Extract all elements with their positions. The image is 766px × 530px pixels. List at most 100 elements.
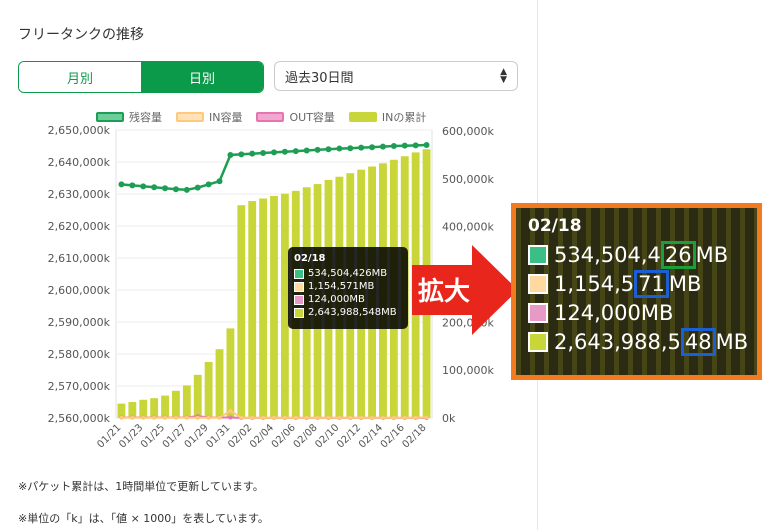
x-tick-label: 01/29	[183, 422, 211, 450]
left-tick-label: 2,600,000k	[48, 284, 111, 297]
bar-cumulative	[182, 385, 191, 418]
zoom-swatch	[528, 331, 548, 352]
series-point	[369, 144, 376, 151]
series-point	[413, 415, 418, 420]
bar-cumulative	[193, 374, 202, 418]
tooltip-swatch	[294, 281, 304, 292]
left-tick-label: 2,580,000k	[48, 348, 111, 361]
series-point	[217, 415, 222, 420]
series-point	[314, 146, 321, 153]
series-point	[151, 184, 158, 191]
note-packet-cumulative: ※パケット累計は、1時間単位で更新しています。	[18, 480, 264, 493]
tooltip-value: 534,504,426MB	[308, 268, 388, 279]
series-point	[250, 415, 255, 420]
legend-label: IN容量	[209, 111, 243, 124]
period-select[interactable]: 過去30日間 ▲ ▼	[274, 61, 518, 91]
right-tick-label: 0k	[442, 412, 456, 425]
series-point	[293, 415, 298, 420]
bar-cumulative	[226, 328, 235, 418]
x-tick-label: 01/31	[204, 422, 232, 450]
series-point	[206, 415, 211, 420]
series-point	[380, 415, 385, 420]
right-tick-label: 500,000k	[442, 173, 494, 186]
bar-cumulative	[204, 362, 213, 418]
series-point	[118, 181, 125, 188]
right-tick-label: 600,000k	[442, 125, 494, 138]
tooltip-value: 2,643,988,548MB	[308, 307, 397, 318]
tooltip-row: 534,504,426MB	[294, 267, 402, 280]
series-point	[358, 144, 365, 151]
chart-legend: 残容量 IN容量 OUT容量 INの累計	[96, 109, 426, 125]
series-point	[194, 184, 201, 191]
left-tick-label: 2,630,000k	[48, 188, 111, 201]
zoom-value-pre: 2,643,988,5	[554, 329, 681, 354]
legend-item-out[interactable]: OUT容量	[256, 109, 335, 125]
series-point	[281, 148, 288, 155]
right-tick-label: 100,000k	[442, 364, 494, 377]
legend-item-cumulative[interactable]: INの累計	[348, 109, 426, 125]
left-tick-label: 2,620,000k	[48, 220, 111, 233]
x-tick-label: 01/23	[117, 422, 145, 450]
x-tick-label: 02/16	[379, 422, 407, 450]
series-point	[326, 415, 331, 420]
zoom-callout: 02/18 534,504,4 26 MB 1,154,5 71 MB 124,000M…	[511, 203, 762, 380]
left-tick-label: 2,590,000k	[48, 316, 111, 329]
series-point	[391, 415, 396, 420]
x-tick-label: 02/14	[357, 422, 385, 450]
zoom-row: 2,643,988,5 48 MB	[528, 327, 748, 356]
series-point	[348, 415, 353, 420]
legend-swatch-out	[256, 112, 285, 122]
arrow-right-icon	[412, 245, 518, 335]
x-tick-label: 01/21	[95, 422, 123, 450]
series-point	[260, 150, 267, 157]
chart-tooltip: 02/18 534,504,426MB 1,154,571MB 124,000M…	[288, 247, 408, 329]
series-point	[172, 186, 179, 193]
bar-cumulative	[215, 349, 224, 418]
series-point	[141, 415, 146, 420]
series-point	[261, 415, 266, 420]
bar-cumulative	[280, 193, 289, 418]
series-point	[228, 408, 233, 413]
left-tick-label: 2,650,000k	[48, 124, 111, 137]
series-point	[119, 415, 124, 420]
bar-cumulative	[237, 205, 246, 418]
series-point	[370, 415, 375, 420]
zoom-row: 124,000MB	[528, 298, 748, 327]
section-title: フリータンクの推移	[18, 27, 144, 43]
series-point	[347, 145, 354, 152]
zoom-swatch	[528, 273, 548, 294]
series-point	[271, 149, 277, 156]
series-point	[390, 143, 397, 149]
x-tick-label: 01/27	[161, 422, 189, 450]
series-point	[303, 147, 310, 154]
series-point	[140, 183, 147, 190]
series-point	[401, 142, 408, 149]
tooltip-row: 124,000MB	[294, 293, 402, 306]
series-point	[195, 415, 200, 420]
series-point	[184, 415, 189, 420]
zoom-highlight: 71	[634, 269, 669, 298]
left-tick-label: 2,610,000k	[48, 252, 111, 265]
tooltip-row: 1,154,571MB	[294, 280, 402, 293]
series-point	[337, 415, 342, 420]
right-tick-label: 400,000k	[442, 221, 494, 234]
tooltip-value: 124,000MB	[308, 294, 365, 305]
zoom-arrow-label: 拡大	[418, 277, 471, 307]
tab-monthly[interactable]: 月別	[19, 62, 141, 92]
series-point	[162, 185, 169, 192]
period-toggle: 月別 日別	[18, 61, 264, 93]
legend-swatch-remaining	[96, 112, 124, 122]
series-point	[228, 415, 233, 420]
series-point	[315, 415, 320, 420]
left-tick-label: 2,570,000k	[48, 380, 111, 393]
legend-swatch-cumulative	[348, 112, 377, 122]
series-point	[152, 415, 157, 420]
legend-item-remaining[interactable]: 残容量	[96, 109, 162, 125]
tooltip-value: 1,154,571MB	[308, 281, 375, 292]
series-point	[238, 151, 245, 158]
zoom-swatch	[528, 244, 548, 265]
legend-item-in[interactable]: IN容量	[176, 109, 242, 125]
series-point	[292, 148, 299, 155]
x-tick-label: 02/06	[270, 422, 298, 450]
tab-daily[interactable]: 日別	[141, 62, 263, 92]
